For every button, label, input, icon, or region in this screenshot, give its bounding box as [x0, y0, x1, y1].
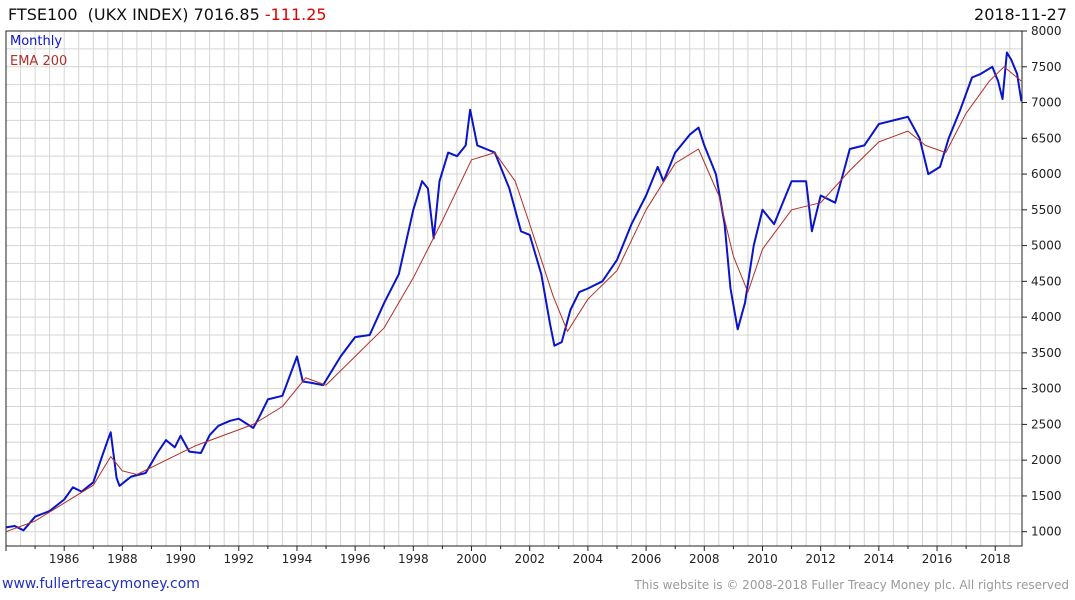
y-tick-label: 5500: [1031, 203, 1062, 217]
x-tick-label: 1998: [398, 552, 429, 566]
price-change: -111.25: [264, 5, 327, 24]
y-tick-label: 2000: [1031, 453, 1062, 467]
x-tick-label: 2010: [747, 552, 778, 566]
copyright-notice: This website is © 2008-2018 Fuller Treac…: [634, 578, 1069, 592]
series-line-ema-200: [5, 66, 1022, 533]
x-tick-label: 2004: [573, 552, 604, 566]
y-tick-label: 7000: [1031, 96, 1062, 110]
x-tick-label: 2008: [689, 552, 720, 566]
y-tick-label: 6000: [1031, 167, 1062, 181]
x-tick-label: 1994: [282, 552, 313, 566]
last-price: 7016.85: [193, 5, 260, 24]
symbol: FTSE100: [8, 5, 78, 24]
x-tick-label: 2002: [514, 552, 545, 566]
y-tick-label: 3500: [1031, 346, 1062, 360]
y-tick-label: 1000: [1031, 525, 1062, 539]
legend-ema-200: EMA 200: [10, 54, 67, 69]
y-axis: 1000 1500 2000 2500 3000 3500 4000 4500 5000 5500…: [1022, 24, 1062, 539]
x-tick-label: 2014: [864, 552, 895, 566]
legend-monthly: Monthly: [10, 34, 62, 49]
index-name: (UKX INDEX): [87, 5, 189, 24]
plot-frame: [5, 30, 1023, 547]
x-tick-label: 2012: [805, 552, 836, 566]
website-link[interactable]: www.fullertreacymoney.com: [2, 576, 200, 592]
x-tick-label: 2018: [980, 552, 1011, 566]
x-tick-label: 2016: [922, 552, 953, 566]
y-tick-label: 4000: [1031, 310, 1062, 324]
chart-header: FTSE100 (UKX INDEX) 7016.85 -111.25: [8, 5, 327, 24]
x-axis: 1986 1988 1990 1992 1994 1996 1998 2000 2002 2004…: [5, 546, 1011, 566]
legend: Monthly EMA 200: [10, 34, 67, 69]
chart-grid: [5, 30, 1022, 546]
y-tick-label: 7500: [1031, 60, 1062, 74]
chart-canvas: 1000 1500 2000 2500 3000 3500 4000 4500 5000 5500…: [5, 24, 1062, 566]
y-tick-label: 1500: [1031, 489, 1062, 503]
x-tick-label: 2000: [456, 552, 487, 566]
x-tick-label: 1992: [223, 552, 254, 566]
x-tick-label: 1990: [165, 552, 196, 566]
series-line-monthly: [5, 51, 1023, 532]
y-tick-label: 8000: [1031, 24, 1062, 38]
x-tick-label: 1986: [49, 552, 80, 566]
chart-lines: [5, 51, 1023, 533]
y-tick-label: 2500: [1031, 417, 1062, 431]
y-tick-label: 3000: [1031, 382, 1062, 396]
x-tick-label: 2006: [631, 552, 662, 566]
chart-date: 2018-11-27: [974, 5, 1067, 24]
y-tick-label: 5000: [1031, 239, 1062, 253]
x-tick-label: 1996: [340, 552, 371, 566]
x-tick-label: 1988: [107, 552, 138, 566]
y-tick-label: 4500: [1031, 274, 1062, 288]
y-tick-label: 6500: [1031, 131, 1062, 145]
